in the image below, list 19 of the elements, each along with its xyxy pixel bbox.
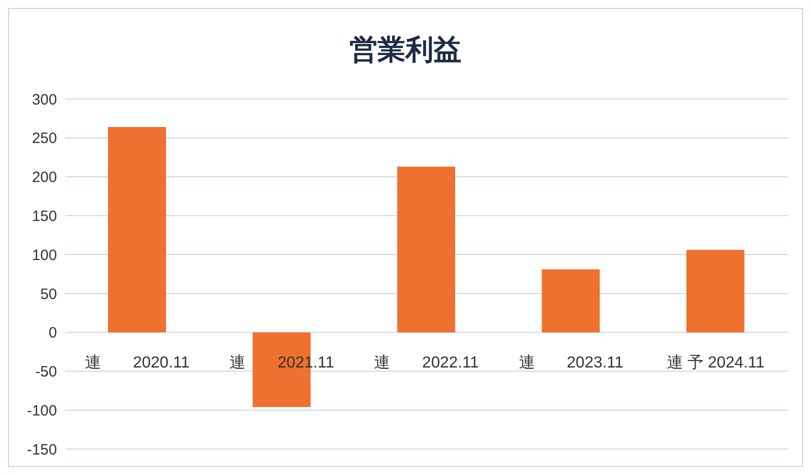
x-tick-label: 連 2020.11 [84, 354, 190, 372]
y-tick-label: 200 [32, 169, 57, 186]
y-tick-label: 150 [32, 208, 57, 225]
x-tick-label: 連 2022.11 [374, 354, 479, 372]
y-tick-label: -100 [26, 402, 57, 420]
x-tick-label: 連 2023.11 [518, 354, 624, 372]
y-tick-label: 250 [32, 130, 57, 148]
bar [542, 269, 600, 332]
chart-title: 営業利益 [348, 33, 462, 67]
bar [686, 250, 744, 332]
x-tick-label: 連 予 2024.11 [666, 354, 765, 372]
y-tick-label: 300 [32, 91, 57, 108]
y-tick-label: -150 [26, 441, 57, 458]
y-tick-label: 50 [40, 286, 57, 303]
y-tick-label: 100 [32, 246, 57, 264]
y-tick-label: -50 [35, 364, 57, 381]
y-tick-label: 0 [48, 324, 57, 342]
bar [397, 166, 456, 332]
bar [108, 127, 166, 332]
